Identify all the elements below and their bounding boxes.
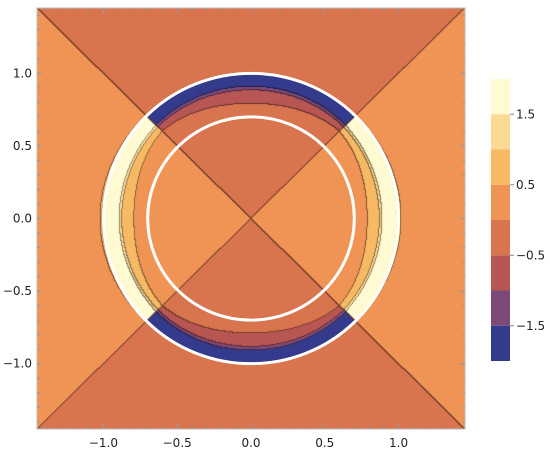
y-axis: 1.0 0.5 0.0 −0.5 −1.0 [3, 14, 465, 423]
colorbar-segment [491, 325, 510, 361]
diagonal-line [37, 8, 465, 429]
x-tick-label: 0.5 [315, 436, 334, 450]
x-axis: −1.0 −0.5 0.0 0.5 1.0 [43, 8, 459, 450]
x-tick-label: 1.0 [389, 436, 408, 450]
y-tick-label: 0.0 [13, 212, 32, 226]
colorbar: 1.5 0.5 −0.5 −1.5 [491, 79, 545, 361]
colorbar-segment [491, 184, 510, 220]
colorbar-tick-label: 0.5 [516, 178, 535, 192]
colorbar-segment [491, 255, 510, 291]
overlay-circle [101, 71, 401, 366]
colorbar-segment [491, 149, 510, 185]
colorbar-segment [491, 290, 510, 326]
y-tick-label: −0.5 [3, 284, 32, 298]
plot-area [37, 8, 465, 429]
y-tick-label: −1.0 [3, 357, 32, 371]
colorbar-segment [491, 79, 510, 115]
colorbar-segment [491, 114, 510, 150]
x-tick-label: −0.5 [163, 436, 192, 450]
x-tick-label: 0.0 [241, 436, 260, 450]
x-tick-label: −1.0 [89, 436, 118, 450]
colorbar-tick-label: −1.5 [516, 319, 545, 333]
y-tick-label: 1.0 [13, 66, 32, 80]
overlay-circle [146, 115, 356, 322]
y-tick-label: 0.5 [13, 139, 32, 153]
colorbar-tick-label: 1.5 [516, 107, 535, 121]
colorbar-segment [491, 220, 510, 256]
colorbar-tick-label: −0.5 [516, 248, 545, 262]
